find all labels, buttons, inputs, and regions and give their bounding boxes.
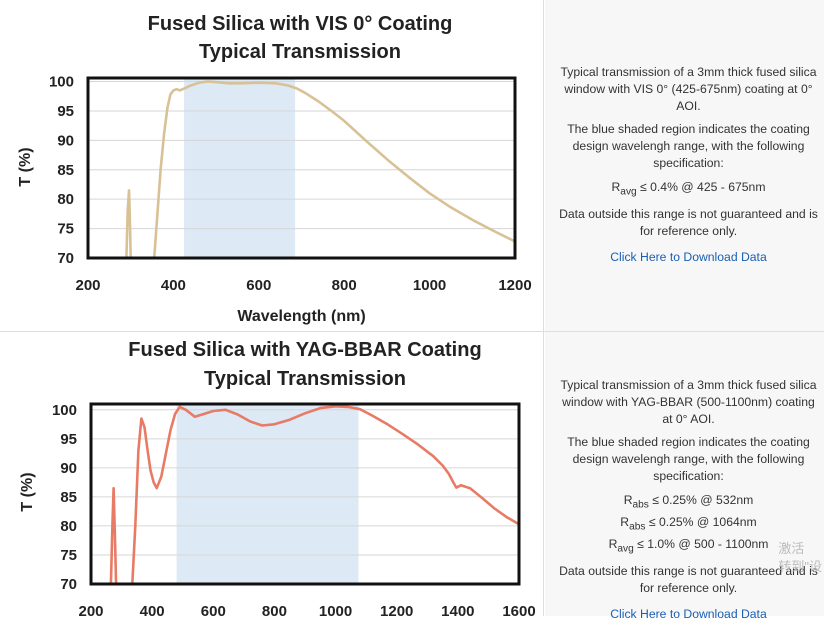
- description-intro: Typical transmission of a 3mm thick fuse…: [560, 65, 817, 113]
- x-tick-label: 1000: [413, 277, 446, 294]
- x-tick-label: 1000: [319, 603, 352, 616]
- chart-title: Typical Transmission: [204, 368, 406, 390]
- spec-list: Ravg ≤ 0.4% @ 425 - 675nm: [557, 179, 820, 201]
- x-tick-label: 200: [78, 603, 103, 616]
- y-tick-label: 70: [60, 576, 77, 593]
- description-intro: Typical transmission of a 3mm thick fuse…: [560, 378, 817, 426]
- transmission-series: [125, 80, 515, 258]
- plot-frame: [89, 402, 521, 586]
- download-data-link[interactable]: Click Here to Download Data: [610, 249, 767, 264]
- transmission-line: [109, 486, 118, 584]
- transmission-line: [131, 405, 519, 584]
- coating-design-region: [176, 404, 359, 584]
- transmission-line: [125, 189, 132, 258]
- x-tick-label: 400: [161, 277, 186, 294]
- transmission-line: [152, 80, 515, 258]
- panel-vis0: Fused Silica with VIS 0° Coating Typical …: [0, 0, 824, 332]
- y-tick-label: 85: [57, 162, 74, 179]
- description-region: The blue shaded region indicates the coa…: [567, 435, 810, 483]
- x-tick-label: 1200: [380, 603, 413, 616]
- x-tick-label: 400: [140, 603, 165, 616]
- x-tick-label: 1200: [498, 277, 531, 294]
- y-tick-label: 95: [57, 103, 74, 120]
- y-axis-label: T (%): [17, 147, 34, 186]
- x-axis-label: Wavelength (nm): [237, 308, 365, 325]
- description-vis0: Typical transmission of a 3mm thick fuse…: [545, 0, 824, 331]
- x-tick-label: 800: [262, 603, 287, 616]
- chart-title: Fused Silica with YAG-BBAR Coating: [128, 339, 481, 361]
- y-tick-label: 100: [52, 402, 77, 419]
- chart-cell-vis0: Fused Silica with VIS 0° Coating Typical …: [0, 0, 544, 331]
- plot-frame: [86, 76, 517, 260]
- spec-line: Ravg ≤ 1.0% @ 500 - 1100nm: [608, 537, 769, 555]
- chart-title: Typical Transmission: [199, 41, 401, 63]
- download-data-link[interactable]: Click Here to Download Data: [610, 607, 767, 622]
- y-tick-label: 75: [57, 221, 74, 238]
- y-tick-label: 90: [57, 132, 74, 149]
- y-tick-label: 80: [57, 191, 74, 208]
- chart-cell-yag-bbar: Fused Silica with YAG-BBAR Coating Typica…: [0, 332, 544, 616]
- description-disclaimer: Data outside this range is not guarantee…: [559, 564, 818, 596]
- vis0-transmission-chart: Fused Silica with VIS 0° Coating Typical …: [17, 13, 532, 325]
- description-yag-bbar: Typical transmission of a 3mm thick fuse…: [545, 332, 824, 621]
- y-tick-label: 95: [60, 431, 77, 448]
- x-tick-label: 800: [332, 277, 357, 294]
- x-tick-label: 200: [75, 277, 100, 294]
- panel-yag-bbar: Fused Silica with YAG-BBAR Coating Typica…: [0, 332, 824, 621]
- x-tick-label: 1400: [441, 603, 474, 616]
- description-region: The blue shaded region indicates the coa…: [567, 122, 810, 170]
- y-tick-label: 90: [60, 460, 77, 477]
- chart-title: Fused Silica with VIS 0° Coating: [148, 13, 453, 35]
- x-tick-label: 600: [201, 603, 226, 616]
- x-tick-label: 1600: [502, 603, 535, 616]
- coating-design-region: [184, 78, 296, 258]
- y-tick-label: 85: [60, 489, 77, 506]
- y-tick-label: 80: [60, 518, 77, 535]
- y-tick-label: 75: [60, 547, 77, 564]
- spec-line: Rabs ≤ 0.25% @ 532nm: [623, 492, 754, 511]
- spec-list: Rabs ≤ 0.25% @ 532nm Rabs ≤ 0.25% @ 1064…: [557, 492, 820, 559]
- spec-line: Rabs ≤ 0.25% @ 1064nm: [620, 515, 757, 533]
- x-tick-label: 600: [246, 277, 271, 294]
- y-tick-label: 70: [57, 250, 74, 267]
- yag-bbar-transmission-chart: Fused Silica with YAG-BBAR Coating Typica…: [19, 339, 536, 616]
- y-axis-label: T (%): [19, 472, 36, 511]
- transmission-series: [109, 405, 519, 584]
- spec-line: Ravg ≤ 0.4% @ 425 - 675nm: [611, 179, 766, 198]
- description-disclaimer: Data outside this range is not guarantee…: [559, 207, 818, 238]
- y-tick-label: 100: [49, 74, 74, 91]
